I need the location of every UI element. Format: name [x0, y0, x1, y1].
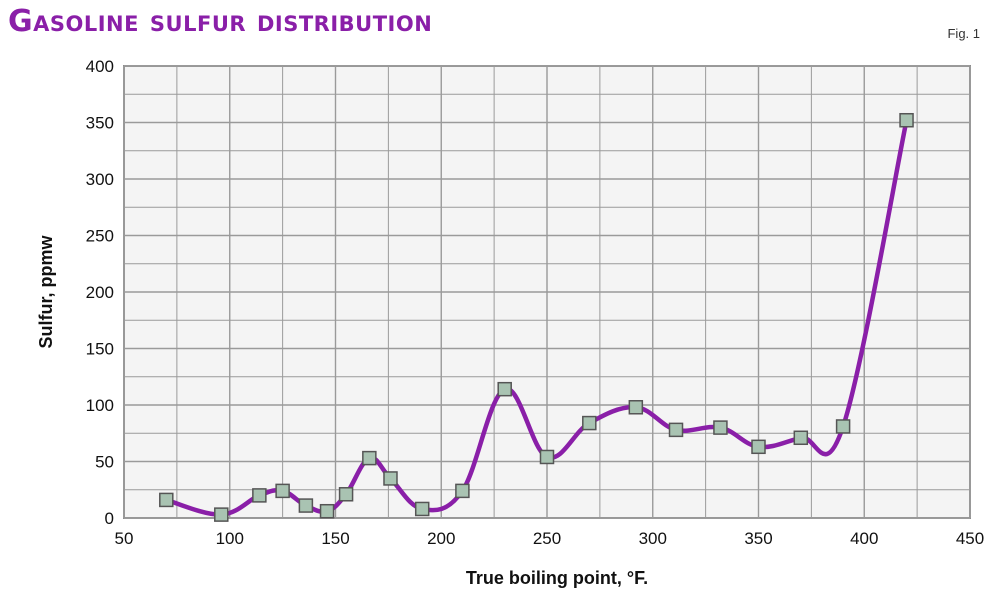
y-tick-label: 50 [95, 453, 114, 472]
data-point-marker [455, 483, 470, 499]
data-point-marker [582, 415, 597, 431]
data-point-marker [414, 501, 430, 517]
x-tick-label: 50 [115, 529, 134, 548]
data-point-marker [713, 420, 728, 435]
data-point-marker [835, 419, 851, 434]
x-tick-label: 450 [956, 529, 984, 548]
y-axis-ticks: 0 50 100 150 200 250 300 350 400 [86, 57, 114, 528]
x-tick-label: 250 [533, 529, 561, 548]
x-tick-label: 100 [216, 529, 244, 548]
data-point-marker [668, 422, 684, 438]
data-point-marker [214, 507, 229, 522]
x-axis-ticks: 50 100 150 200 250 300 350 400 450 [115, 529, 985, 548]
y-tick-label: 100 [86, 396, 114, 415]
data-point-marker [628, 400, 644, 415]
data-point-marker [899, 112, 914, 128]
data-point-marker [338, 487, 354, 502]
x-tick-label: 150 [321, 529, 349, 548]
x-tick-label: 350 [744, 529, 772, 548]
data-point-marker [362, 450, 377, 466]
y-tick-label: 350 [86, 114, 114, 133]
data-point-marker [793, 430, 809, 446]
y-tick-label: 300 [86, 170, 114, 189]
data-point-marker [275, 483, 290, 499]
x-tick-label: 400 [850, 529, 878, 548]
data-point-marker [751, 439, 766, 455]
y-tick-label: 200 [86, 283, 114, 302]
data-point-marker [497, 381, 512, 397]
data-point-marker [539, 449, 555, 465]
y-tick-label: 150 [86, 340, 114, 359]
figure-label: Fig. 1 [947, 26, 980, 41]
data-point-marker [252, 488, 267, 503]
chart-title: Gasoline sulfur distribution [8, 4, 433, 39]
x-tick-label: 200 [427, 529, 455, 548]
data-point-marker [159, 492, 174, 508]
x-axis-label: True boiling point, °F. [466, 568, 648, 588]
y-tick-label: 0 [105, 509, 114, 528]
y-tick-label: 400 [86, 57, 114, 76]
data-points [159, 112, 914, 522]
data-point-marker [383, 471, 398, 486]
x-tick-label: 300 [639, 529, 667, 548]
y-tick-label: 250 [86, 227, 114, 246]
data-point-marker [319, 503, 335, 519]
data-point-marker [298, 498, 314, 513]
y-axis-label: Sulfur, ppmw [36, 235, 56, 349]
